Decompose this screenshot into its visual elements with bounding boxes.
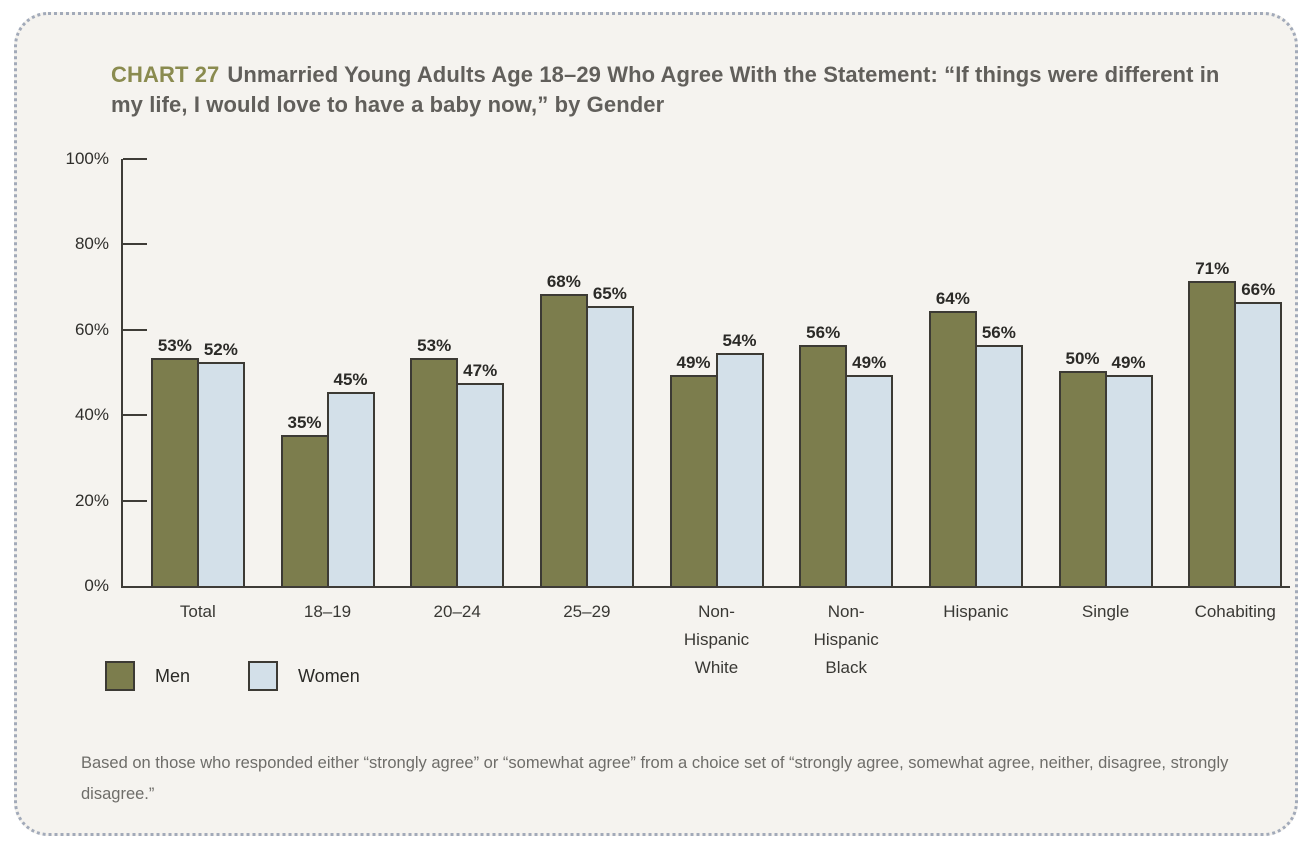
bar-group: 53% 47% 20–24 xyxy=(392,159,522,621)
bar-group: 64% 56% Hispanic xyxy=(911,159,1041,621)
chart-title: CHART 27 Unmarried Young Adults Age 18–29… xyxy=(111,60,1236,120)
bar-value-label: 65% xyxy=(592,284,627,304)
bar-value-label: 56% xyxy=(806,322,841,342)
legend-label: Men xyxy=(155,665,191,686)
legend: Men Women xyxy=(105,661,360,691)
category-label: Non- Hispanic White xyxy=(683,602,750,677)
bar-men: 53% xyxy=(150,336,199,586)
y-tick-60 xyxy=(123,328,147,331)
bar-group: 53% 52% Total xyxy=(133,159,263,621)
bar-men: 53% xyxy=(410,336,459,586)
bar-group: 50% 49% Single xyxy=(1041,159,1171,621)
bar-groups: 53% 52% Total 35% 45% 18–19 53% 47% 20–24 68% 65% 2… xyxy=(133,159,1300,677)
bar-men: 35% xyxy=(280,413,329,586)
bar-value-label: 71% xyxy=(1195,258,1230,278)
bar-value-label: 52% xyxy=(203,339,238,359)
category-label: 18–19 xyxy=(303,602,352,621)
category-label: Total xyxy=(179,602,216,621)
y-axis-label-40: 40% xyxy=(74,405,109,425)
bar-group: 35% 45% 18–19 xyxy=(263,159,393,621)
plot-area: 53% 52% Total 35% 45% 18–19 53% 47% 20–24 68% 65% 2… xyxy=(121,158,1290,677)
category-label: Cohabiting xyxy=(1194,602,1276,621)
bar-women: 49% xyxy=(1104,353,1153,586)
bar-value-label: 50% xyxy=(1065,348,1100,368)
bar-value-label: 68% xyxy=(546,271,581,291)
chart-card: CHART 27 Unmarried Young Adults Age 18–29… xyxy=(14,12,1298,836)
bar-value-label: 54% xyxy=(722,331,757,351)
bar-women: 66% xyxy=(1234,280,1283,586)
chart-title-text: Unmarried Young Adults Age 18–29 Who Agr… xyxy=(111,62,1220,117)
bar-men: 56% xyxy=(799,323,848,586)
bar-value-label: 53% xyxy=(157,335,192,355)
bar-value-label: 49% xyxy=(852,352,887,372)
legend-swatch-women xyxy=(248,661,279,691)
bar-women: 47% xyxy=(456,361,505,586)
category-label: Hispanic xyxy=(943,602,1009,621)
y-tick-40 xyxy=(123,414,147,417)
y-axis-label-0: 0% xyxy=(84,576,109,595)
category-label: 25–29 xyxy=(563,602,611,621)
legend-swatch-men xyxy=(105,661,135,691)
bar-men: 50% xyxy=(1058,349,1107,586)
chart-number: CHART 27 xyxy=(111,62,220,87)
bar-men: 68% xyxy=(539,272,588,586)
bar-women: 65% xyxy=(585,284,634,586)
y-axis-label-80: 80% xyxy=(74,234,109,254)
bar-women: 49% xyxy=(845,353,894,586)
category-label: 20–24 xyxy=(433,602,481,621)
bar-women: 54% xyxy=(715,331,764,586)
bar-value-label: 66% xyxy=(1241,280,1276,300)
bar-value-label: 56% xyxy=(981,322,1016,342)
bar-men: 64% xyxy=(928,289,977,586)
bar-value-label: 35% xyxy=(287,412,322,432)
bar-value-label: 47% xyxy=(463,361,498,381)
footnote: Based on those who responded either “str… xyxy=(81,754,1229,803)
y-axis-label-100: 100% xyxy=(65,149,109,168)
y-axis-label-60: 60% xyxy=(74,319,109,339)
bar-men: 49% xyxy=(669,353,718,586)
bar-group: 71% 66% Cohabiting xyxy=(1170,159,1300,621)
bar-value-label: 53% xyxy=(417,335,452,355)
category-label: Non- Hispanic Black xyxy=(813,602,879,677)
bar-value-label: 64% xyxy=(935,288,970,308)
category-label: Single xyxy=(1081,602,1130,621)
bar-women: 56% xyxy=(974,323,1023,586)
legend-item-men: Men xyxy=(105,661,190,691)
bar-group: 56% 49% Non- Hispanic Black xyxy=(781,159,911,677)
bar-group: 49% 54% Non- Hispanic White xyxy=(652,159,782,677)
bar-value-label: 49% xyxy=(676,352,711,372)
y-tick-20 xyxy=(123,499,147,502)
y-axis-label-20: 20% xyxy=(74,490,109,510)
bar-value-label: 49% xyxy=(1111,352,1146,372)
legend-item-women: Women xyxy=(248,661,360,691)
bar-value-label: 45% xyxy=(333,369,368,389)
y-tick-80 xyxy=(123,243,147,246)
legend-label: Women xyxy=(298,665,360,686)
y-tick-100 xyxy=(123,158,147,161)
bar-women: 45% xyxy=(326,370,375,586)
bar-men: 71% xyxy=(1188,259,1237,586)
bar-women: 52% xyxy=(196,340,245,586)
bar-group: 68% 65% 25–29 xyxy=(522,159,652,621)
